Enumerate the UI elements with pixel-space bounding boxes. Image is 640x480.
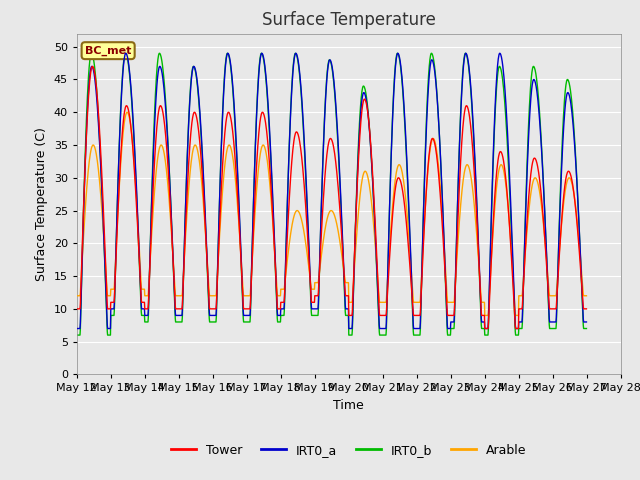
Text: BC_met: BC_met (85, 46, 131, 56)
X-axis label: Time: Time (333, 399, 364, 412)
Y-axis label: Surface Temperature (C): Surface Temperature (C) (35, 127, 48, 281)
Legend: Tower, IRT0_a, IRT0_b, Arable: Tower, IRT0_a, IRT0_b, Arable (166, 439, 532, 462)
Title: Surface Temperature: Surface Temperature (262, 11, 436, 29)
